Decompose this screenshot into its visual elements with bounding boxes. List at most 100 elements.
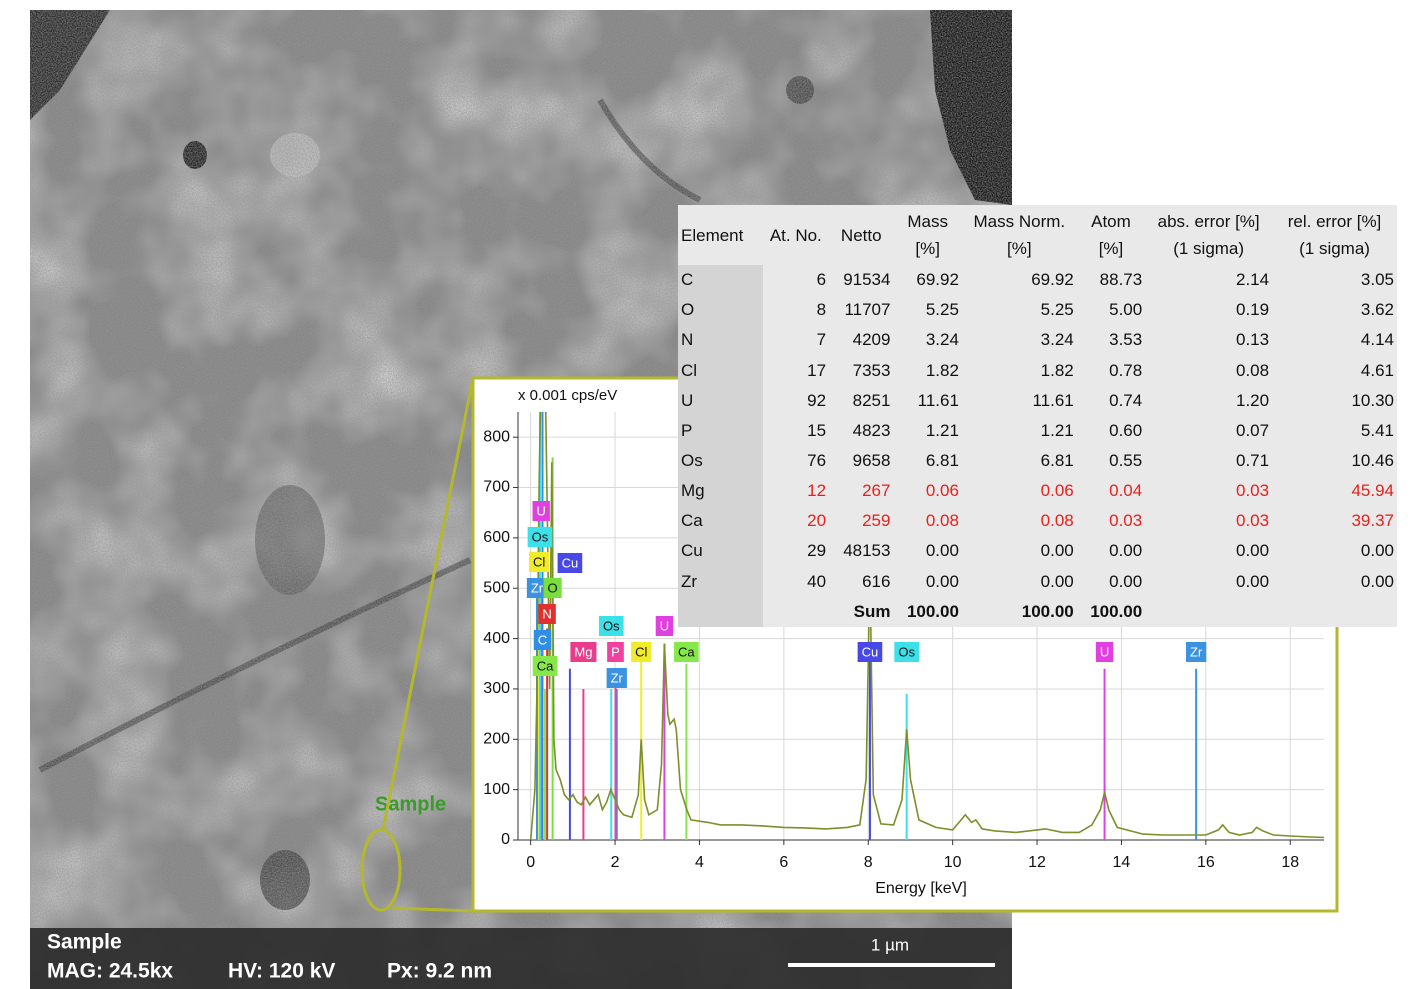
- table-cell: 4823: [852, 420, 891, 440]
- table-cell: 0.00: [1109, 541, 1143, 561]
- results-table: Element At. No. Netto Mass [%] Mass Norm. [%] A…: [678, 205, 1397, 627]
- x-tick-label: 14: [1113, 854, 1131, 871]
- table-cell: 10.30: [1351, 390, 1394, 410]
- table-cell: 12: [807, 481, 827, 501]
- table-row: Cl 17 7353 1.82 1.82 0.78 0.08 4.61: [678, 355, 1397, 386]
- table-cell: 7: [816, 330, 827, 350]
- element-label: Mg: [574, 644, 592, 659]
- hv-label: HV: 120 kV: [228, 960, 335, 983]
- table-cell: 267: [862, 481, 891, 501]
- table-cell: 2.14: [1235, 270, 1270, 290]
- table-cell: 0.06: [925, 481, 959, 501]
- table-cell: 20: [807, 511, 827, 531]
- region-label: Sample: [375, 793, 446, 815]
- element-label: Zr: [1190, 644, 1203, 659]
- table-cell: 10.46: [1351, 451, 1394, 471]
- mag-label: MAG: 24.5kx: [47, 960, 173, 983]
- table-cell: 0.78: [1109, 360, 1143, 380]
- scale-label: 1 µm: [871, 935, 909, 954]
- table-row: C 6 91534 69.92 69.92 88.73 2.14 3.05: [678, 265, 1397, 296]
- table-cell: Ca: [678, 506, 763, 537]
- element-label-box: [557, 553, 583, 573]
- element-label-box: [543, 578, 562, 598]
- table-cell: 6.81: [925, 451, 959, 471]
- x-tick-label: 2: [611, 854, 620, 871]
- element-label: Cl: [533, 554, 545, 569]
- table-cell: U: [678, 385, 763, 416]
- header-text: [%]: [915, 239, 940, 258]
- table-row: Ca 20 259 0.08 0.08 0.03 0.03 39.37: [678, 506, 1397, 537]
- x-axis-label: Energy [keV]: [875, 880, 967, 897]
- element-label-box: [607, 642, 624, 662]
- table-cell: 1.82: [1040, 360, 1074, 380]
- table-cell: 616: [862, 571, 891, 591]
- table-cell: 4209: [852, 330, 891, 350]
- y-axis-unit: x 0.001 cps/eV: [518, 387, 617, 404]
- header-text: Atom: [1091, 212, 1131, 231]
- table-cell: 76: [807, 451, 827, 471]
- y-tick-label: 200: [483, 731, 510, 748]
- table-cell: 6: [816, 270, 827, 290]
- header-cell: At. No.: [763, 205, 829, 265]
- element-label: Cu: [562, 555, 579, 570]
- table-cell: Cu: [678, 536, 763, 567]
- element-label: U: [1100, 644, 1109, 659]
- table-cell: 0.55: [1109, 451, 1143, 471]
- element-label-box: [570, 642, 597, 662]
- element-label-box: [527, 527, 553, 547]
- table-cell: [763, 597, 829, 627]
- table-row: Zr 40 616 0.00 0.00 0.00 0.00 0.00: [678, 566, 1397, 597]
- header-cell: Element: [678, 205, 763, 265]
- x-tick-label: 18: [1281, 854, 1299, 871]
- element-label-box: [538, 604, 556, 624]
- table-row: Cu 29 48153 0.00 0.00 0.00 0.00 0.00: [678, 536, 1397, 567]
- header-cell: Mass [%]: [893, 205, 961, 265]
- element-label-box: [598, 616, 624, 636]
- table-row: Os 76 9658 6.81 6.81 0.55 0.71 10.46: [678, 445, 1397, 477]
- table-cell: 17: [807, 360, 827, 380]
- table-cell: 3.05: [1360, 270, 1394, 290]
- table-cell: 0.00: [925, 541, 959, 561]
- table-cell: 259: [862, 511, 891, 531]
- table-cell: 5.00: [1109, 300, 1143, 320]
- table-cell: 0.03: [1235, 481, 1270, 501]
- header-cell: abs. error [%] (1 sigma): [1145, 205, 1272, 265]
- table-cell: 1.82: [925, 360, 959, 380]
- table-cell: 0.00: [1040, 571, 1074, 591]
- table-cell: 0.06: [1040, 481, 1074, 501]
- table-cell: 0.19: [1235, 300, 1270, 320]
- table-cell: 3.62: [1360, 300, 1394, 320]
- table-cell: [1145, 597, 1272, 627]
- element-label: Ca: [537, 658, 554, 673]
- table-cell: 88.73: [1099, 270, 1143, 290]
- table-cell: 0.00: [1360, 541, 1394, 561]
- table-cell: 39.37: [1351, 511, 1394, 531]
- header-text: At. No.: [769, 225, 822, 245]
- y-tick-label: 500: [483, 579, 510, 596]
- element-label-box: [532, 501, 550, 521]
- header-cell: rel. error [%] (1 sigma): [1272, 205, 1397, 265]
- y-tick-label: 100: [483, 781, 510, 798]
- element-label: C: [538, 632, 547, 647]
- element-label: U: [537, 503, 546, 518]
- table-cell: 3.24: [1040, 330, 1074, 350]
- element-label: Cl: [635, 644, 647, 659]
- x-tick-label: 16: [1197, 854, 1215, 871]
- header-cell: Netto: [829, 205, 893, 265]
- sum-row: Sum 100.00 100.00 100.00: [678, 596, 1397, 627]
- table-cell: 9658: [852, 451, 891, 471]
- element-label: Ca: [678, 644, 695, 659]
- header-text: Mass: [907, 212, 949, 231]
- element-label-box: [526, 578, 548, 598]
- table-cell: 91534: [843, 270, 891, 290]
- table-row: P 15 4823 1.21 1.21 0.60 0.07 5.41: [678, 415, 1397, 446]
- header-text: [%]: [1007, 239, 1032, 258]
- x-tick-label: 6: [779, 854, 788, 871]
- table-cell: 15: [807, 420, 827, 440]
- element-label-box: [894, 642, 919, 662]
- table-cell: 0.00: [1360, 571, 1394, 591]
- sample-label: Sample: [47, 931, 122, 954]
- x-tick-label: 12: [1028, 854, 1046, 871]
- element-label: Zr: [531, 580, 544, 595]
